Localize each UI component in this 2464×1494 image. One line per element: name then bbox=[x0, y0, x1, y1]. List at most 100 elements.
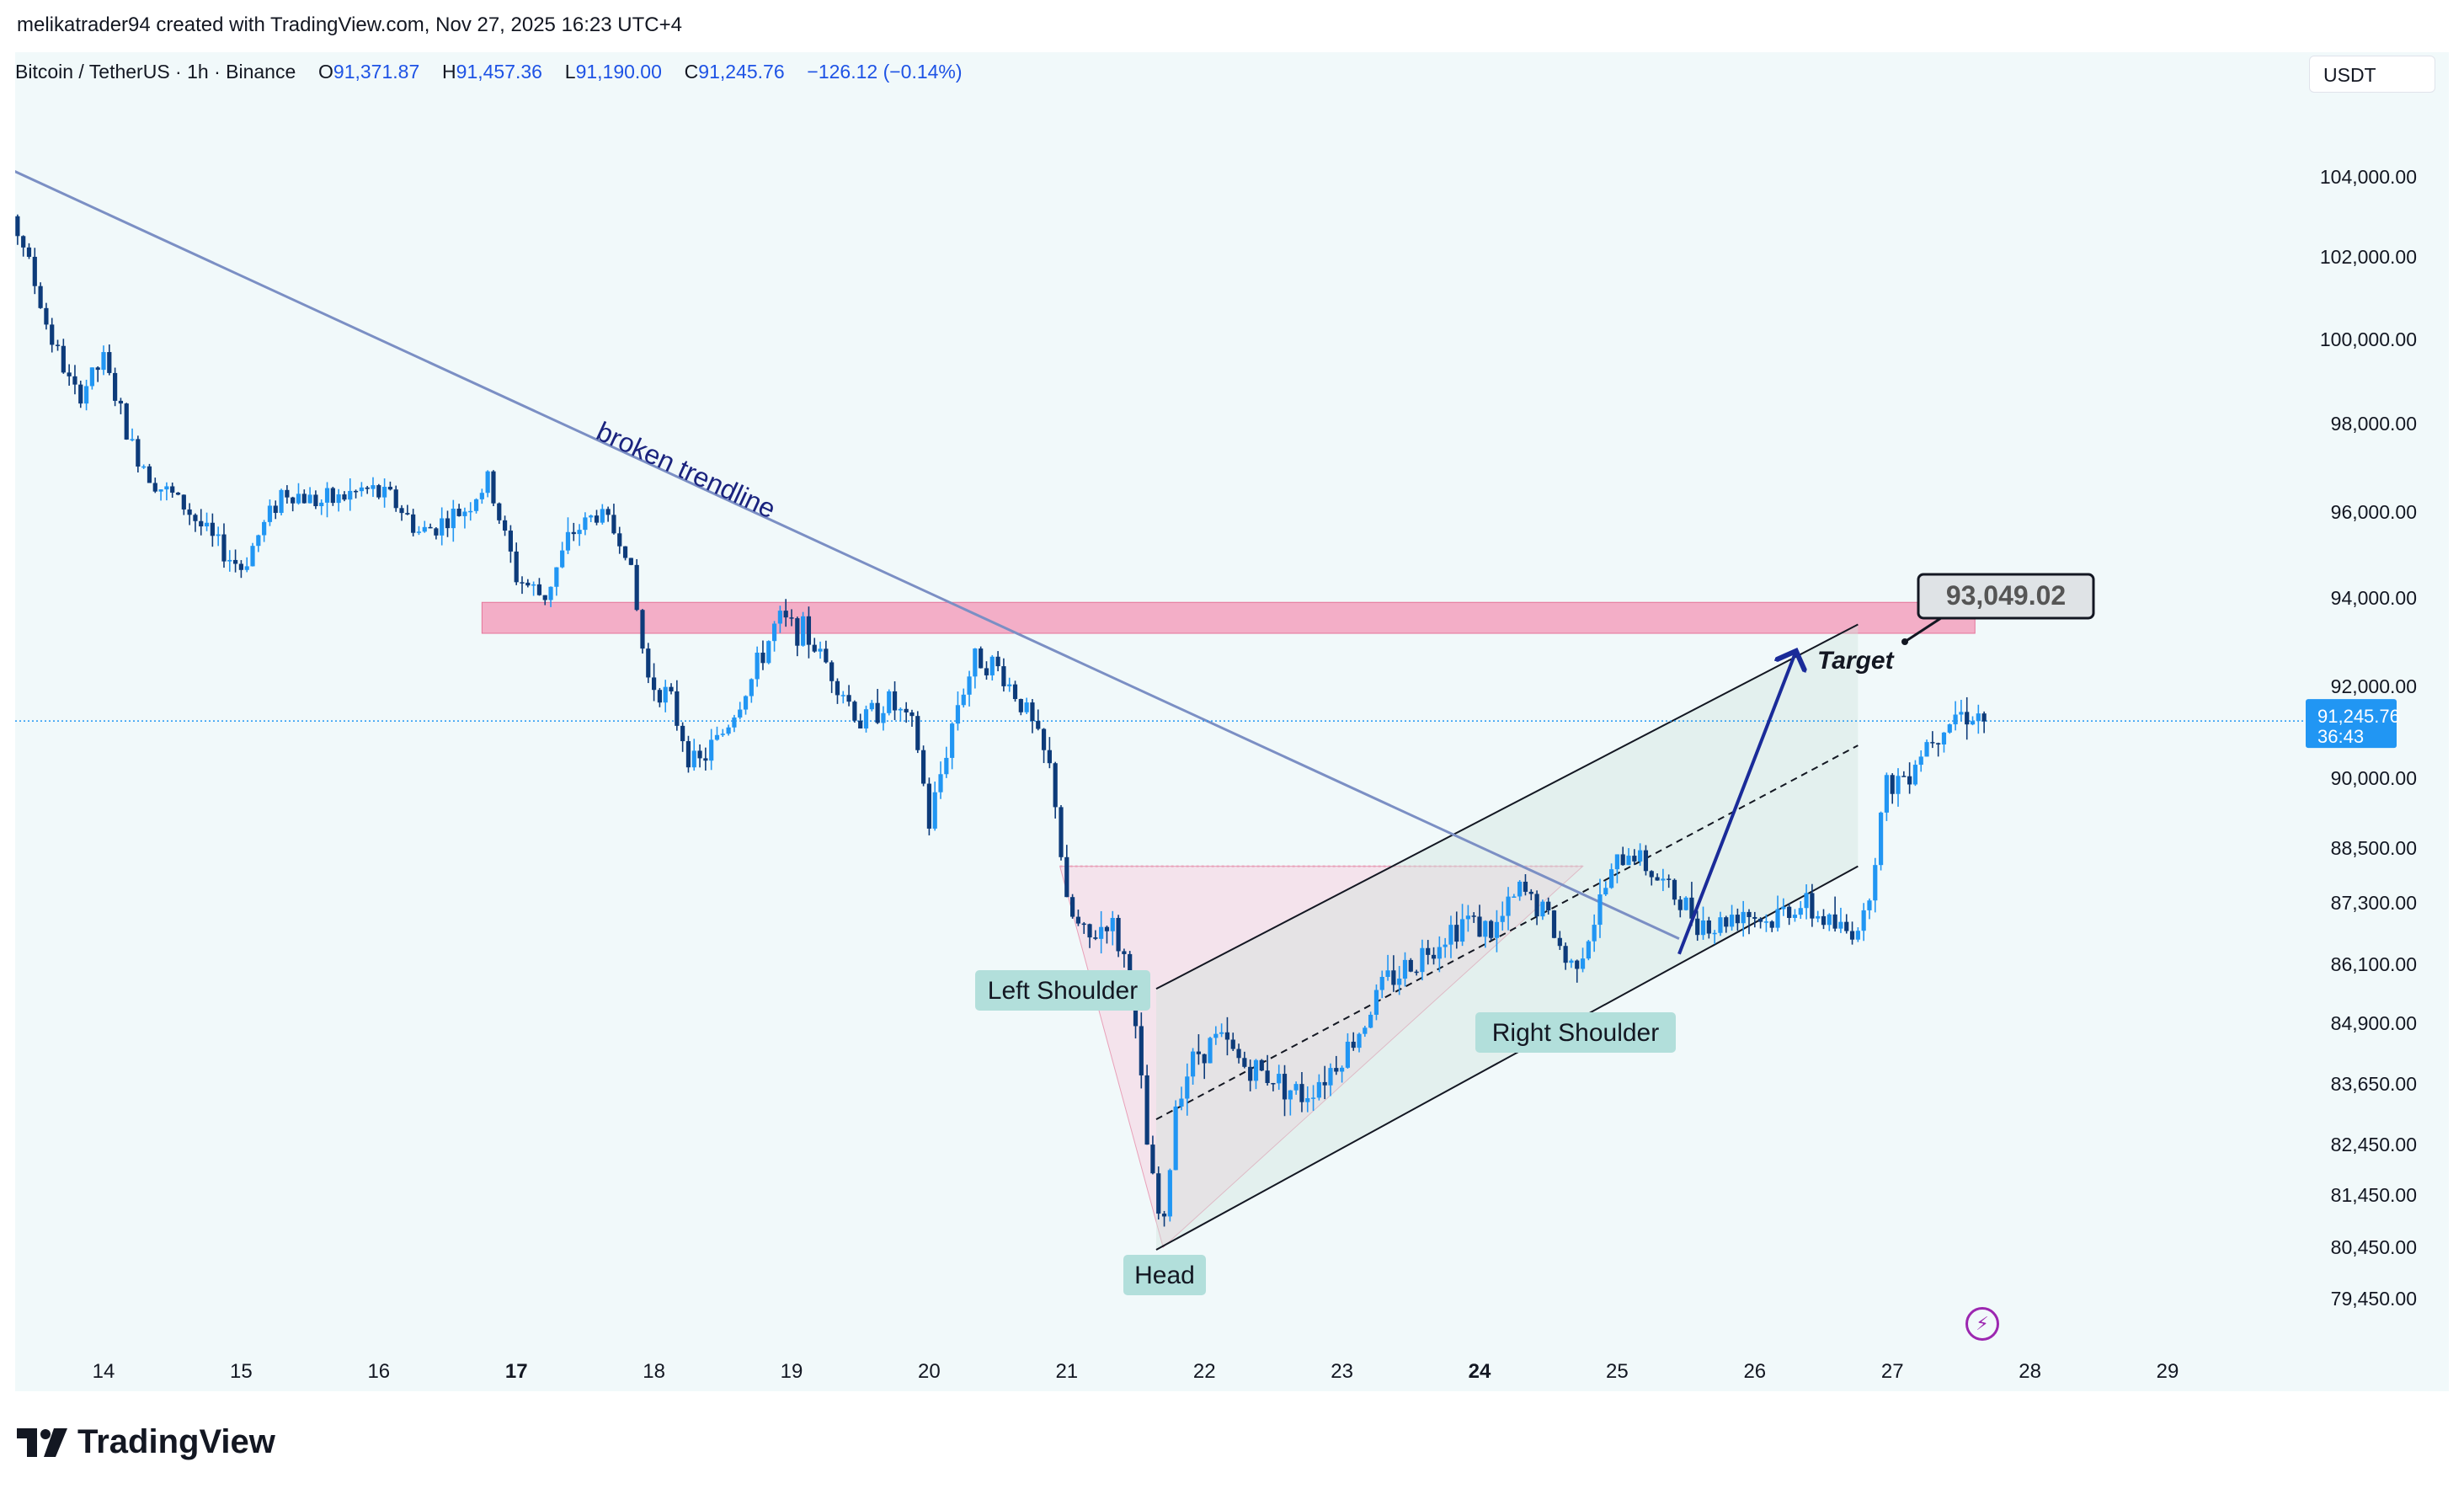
candle-body bbox=[1608, 869, 1614, 888]
candle-body bbox=[1173, 1106, 1178, 1171]
right-shoulder-label[interactable]: Right Shoulder bbox=[1475, 1012, 1676, 1053]
left-shoulder-label[interactable]: Left Shoulder bbox=[975, 970, 1150, 1011]
target-label[interactable]: Target bbox=[1817, 647, 1896, 675]
tradingview-logo[interactable]: TradingView bbox=[17, 1423, 275, 1461]
right-shoulder-text: Right Shoulder bbox=[1492, 1019, 1659, 1047]
candle-body bbox=[1506, 896, 1511, 916]
candle-body bbox=[210, 522, 215, 536]
candle-body bbox=[1305, 1098, 1310, 1102]
candle-body bbox=[313, 494, 318, 507]
candle-body bbox=[136, 439, 141, 467]
candle-body bbox=[1402, 959, 1408, 979]
right-shoulder-label-bg bbox=[1475, 1012, 1676, 1053]
candle-body bbox=[307, 494, 312, 504]
candle-body bbox=[1563, 946, 1568, 963]
candle-body bbox=[1787, 906, 1792, 918]
y-axis-tick-label: 102,000.00 bbox=[2320, 246, 2417, 268]
candle-body bbox=[858, 720, 863, 728]
candle-body bbox=[1070, 897, 1075, 917]
candle-body bbox=[387, 487, 393, 490]
candle-body bbox=[835, 680, 840, 696]
candle-body bbox=[1569, 960, 1574, 963]
candle-body bbox=[1334, 1068, 1339, 1072]
candle-body bbox=[1758, 918, 1763, 922]
candle-body bbox=[1517, 881, 1523, 897]
left-shoulder-text: Left Shoulder bbox=[988, 977, 1138, 1005]
channel-midline[interactable] bbox=[1155, 744, 1859, 1120]
candle-body bbox=[296, 494, 301, 504]
candle-body bbox=[1873, 865, 1878, 901]
candle-body bbox=[353, 490, 359, 493]
candle-body bbox=[1724, 917, 1729, 927]
candle-body bbox=[89, 367, 94, 387]
candle-body bbox=[1884, 775, 1889, 813]
candle-body bbox=[892, 691, 898, 711]
candle-body bbox=[1242, 1058, 1247, 1067]
candle-body bbox=[1936, 743, 1941, 744]
candle-body bbox=[703, 758, 708, 761]
candle-body bbox=[1901, 776, 1907, 777]
candle-body bbox=[525, 582, 531, 586]
candle-body bbox=[1534, 894, 1539, 917]
candle-body bbox=[440, 518, 445, 536]
x-axis-tick-label: 20 bbox=[918, 1360, 941, 1383]
close-value: 91,245.76 bbox=[698, 61, 785, 83]
lightning-icon[interactable]: ⚡ bbox=[1965, 1307, 1999, 1341]
candle-body bbox=[950, 723, 955, 758]
candle-body bbox=[755, 652, 760, 680]
candle-body bbox=[221, 534, 227, 562]
candle-body bbox=[1185, 1076, 1190, 1099]
symbol-legend[interactable]: Bitcoin / TetherUS · 1h · Binance O91,37… bbox=[15, 61, 963, 83]
trendline-label[interactable]: broken trendline bbox=[592, 416, 780, 525]
channel-lower-line[interactable] bbox=[1155, 865, 1859, 1251]
candle-body bbox=[1340, 1067, 1345, 1072]
candle-body bbox=[44, 307, 49, 325]
candle-body bbox=[301, 494, 307, 504]
candle-body bbox=[777, 611, 782, 624]
price-tag-bg bbox=[2306, 699, 2397, 749]
candle-body bbox=[324, 488, 330, 503]
symbol-name[interactable]: Bitcoin / TetherUS · 1h · Binance bbox=[15, 61, 296, 83]
candle-body bbox=[181, 494, 186, 510]
candle-body bbox=[1735, 915, 1740, 924]
candle-body bbox=[1620, 854, 1625, 866]
currency-button[interactable]: USDT bbox=[2309, 56, 2435, 93]
low-label: L bbox=[564, 61, 576, 83]
candle-body bbox=[1099, 926, 1104, 939]
candle-body bbox=[1110, 917, 1115, 931]
target-value-callout[interactable]: 93,049.02 bbox=[1901, 573, 2095, 645]
projection-arrow[interactable] bbox=[1677, 651, 1796, 955]
y-axis-tick-label: 100,000.00 bbox=[2320, 328, 2417, 350]
candle-body bbox=[416, 531, 422, 533]
broken-trendline[interactable] bbox=[0, 149, 1680, 940]
candle-body bbox=[434, 528, 439, 536]
candle-body bbox=[915, 716, 920, 750]
candle-body bbox=[806, 616, 812, 645]
candle-body bbox=[1965, 712, 1970, 725]
candle-body bbox=[1431, 954, 1437, 959]
candle-body bbox=[15, 216, 20, 237]
candle-body bbox=[382, 487, 387, 498]
candle-body bbox=[1213, 1033, 1219, 1038]
candle-body bbox=[462, 511, 467, 516]
candle-body bbox=[1763, 921, 1769, 923]
candle-body bbox=[273, 505, 278, 514]
candle-body bbox=[1580, 958, 1586, 969]
candle-body bbox=[1379, 976, 1384, 990]
candle-body bbox=[1047, 750, 1052, 764]
candle-body bbox=[1087, 924, 1092, 938]
candle-body bbox=[875, 702, 880, 723]
candle-body bbox=[1196, 1051, 1201, 1054]
resistance-zone[interactable] bbox=[481, 601, 1976, 634]
candle-body bbox=[336, 494, 341, 504]
candle-body bbox=[1007, 684, 1012, 686]
candle-body bbox=[1018, 699, 1023, 712]
candle-body bbox=[4, 210, 8, 216]
head-label[interactable]: Head bbox=[1123, 1255, 1206, 1295]
candle-body bbox=[863, 709, 869, 728]
channel-upper-line[interactable] bbox=[1155, 623, 1859, 990]
candle-body bbox=[1036, 721, 1041, 729]
candle-body bbox=[1391, 970, 1396, 985]
